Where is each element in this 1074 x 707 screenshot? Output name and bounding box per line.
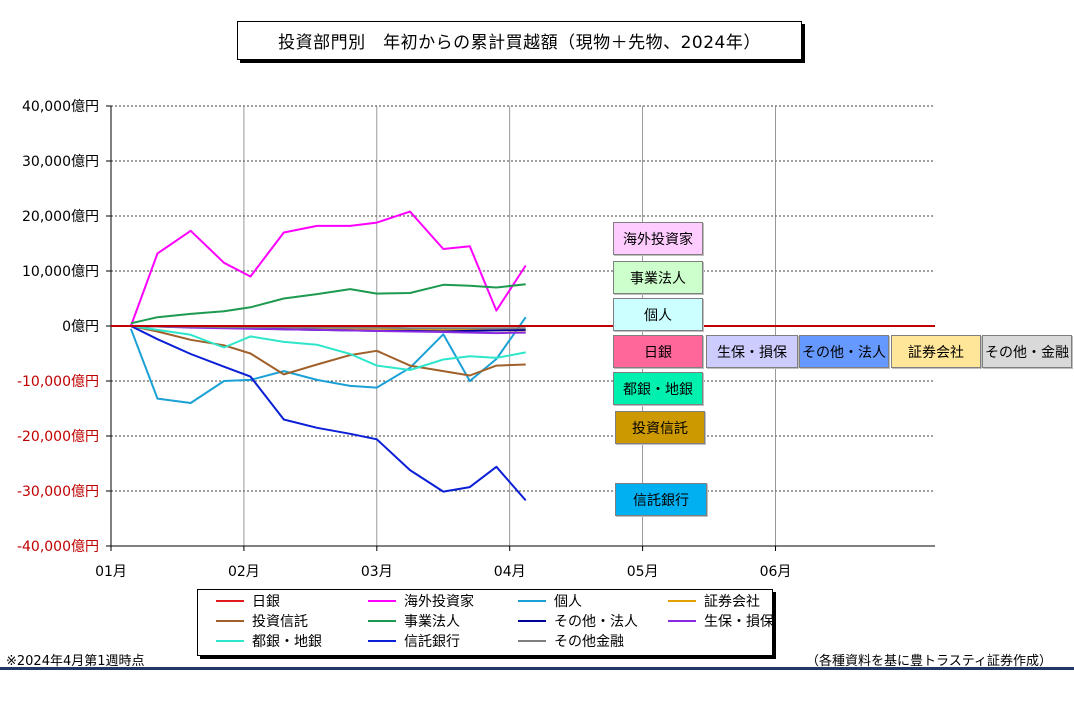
legend-item: 個人 (518, 591, 582, 611)
series-tag: 生保・損保 (706, 335, 798, 368)
series-tag: 証券会社 (891, 335, 981, 368)
series-tag: 海外投資家 (613, 222, 703, 255)
legend-label: 海外投資家 (404, 594, 474, 610)
series-tag: 都銀・地銀 (613, 372, 703, 405)
series-line-6 (130, 283, 526, 325)
legend-label: その他金融 (554, 634, 624, 650)
legend-label: その他・法人 (554, 614, 638, 630)
legend-label: 日銀 (252, 594, 280, 610)
legend-item: 生保・損保 (668, 611, 774, 631)
y-tick-label: 0億円 (62, 319, 99, 335)
chart-title: 投資部門別 年初からの累計買越額（現物＋先物、2024年） (237, 21, 802, 60)
legend-item: 信託銀行 (368, 631, 460, 651)
legend-swatch (216, 640, 244, 642)
series-line-5 (130, 325, 526, 377)
series-tag: 日銀 (613, 335, 703, 368)
legend-swatch (518, 640, 546, 642)
legend-item: 証券会社 (668, 591, 760, 611)
legend-label: 個人 (554, 594, 582, 610)
x-tick-label: 02月 (228, 564, 260, 580)
series-tag: 信託銀行 (615, 483, 707, 516)
legend-swatch (368, 600, 396, 602)
y-tick-label: -30,000億円 (17, 484, 99, 500)
x-tick-label: 04月 (494, 564, 526, 580)
series-tag: 投資信託 (615, 411, 705, 444)
y-tick-label: 20,000億円 (22, 209, 99, 225)
legend-swatch (668, 620, 696, 622)
series-line-10 (130, 325, 527, 502)
y-tick-label: 10,000億円 (22, 264, 99, 280)
series-tag: その他・金融 (982, 335, 1072, 368)
y-tick-label: -20,000億円 (17, 429, 99, 445)
series-tag: その他・法人 (799, 335, 889, 368)
chart-legend: 日銀 海外投資家 個人 証券会社投資信託 事業法人 その他・法人 生保・損保都銀・地銀 信託銀… (197, 589, 774, 656)
legend-swatch (216, 620, 244, 622)
series-tag: 個人 (613, 298, 703, 331)
legend-swatch (216, 600, 244, 602)
x-tick-label: 05月 (627, 564, 659, 580)
x-tick-label: 06月 (760, 564, 792, 580)
legend-item: 投資信託 (216, 611, 308, 631)
legend-label: 都銀・地銀 (252, 634, 322, 650)
legend-label: 証券会社 (704, 594, 760, 610)
footnote-date: ※2024年4月第1週時点 (6, 654, 145, 669)
y-axis-labels: 40,000億円 30,000億円 20,000億円 10,000億円 0億円 -10,0… (17, 99, 99, 555)
x-tick-label: 01月 (95, 564, 127, 580)
legend-swatch (668, 600, 696, 602)
y-tick-label: -40,000億円 (17, 539, 99, 555)
legend-item: 海外投資家 (368, 591, 474, 611)
y-tick-label: 40,000億円 (22, 99, 99, 115)
series-tag: 事業法人 (613, 261, 703, 294)
series-line-3 (129, 316, 527, 404)
x-tick-label: 03月 (361, 564, 393, 580)
footer-divider (0, 667, 1074, 670)
series-line-8 (130, 325, 526, 335)
legend-swatch (518, 600, 546, 602)
y-tick-label: -10,000億円 (17, 374, 99, 390)
legend-item: 事業法人 (368, 611, 460, 631)
footnote-source: （各種資料を基に豊トラスティ証券作成） (806, 654, 1052, 669)
x-axis-labels: 01月 02月 03月 04月 05月 06月 (95, 564, 791, 580)
legend-swatch (368, 620, 396, 622)
chart-axes (106, 105, 935, 551)
series-line-9 (130, 325, 526, 371)
legend-swatch (518, 620, 546, 622)
legend-item: 日銀 (216, 591, 280, 611)
legend-label: 投資信託 (252, 614, 308, 630)
legend-label: 信託銀行 (404, 634, 460, 650)
chart-series (111, 210, 935, 502)
legend-label: 生保・損保 (704, 614, 774, 630)
series-line-2 (129, 210, 527, 327)
y-tick-label: 30,000億円 (22, 154, 99, 170)
legend-item: 都銀・地銀 (216, 631, 322, 651)
legend-swatch (368, 640, 396, 642)
legend-label: 事業法人 (404, 614, 460, 630)
legend-item: その他金融 (518, 631, 624, 651)
legend-item: その他・法人 (518, 611, 638, 631)
